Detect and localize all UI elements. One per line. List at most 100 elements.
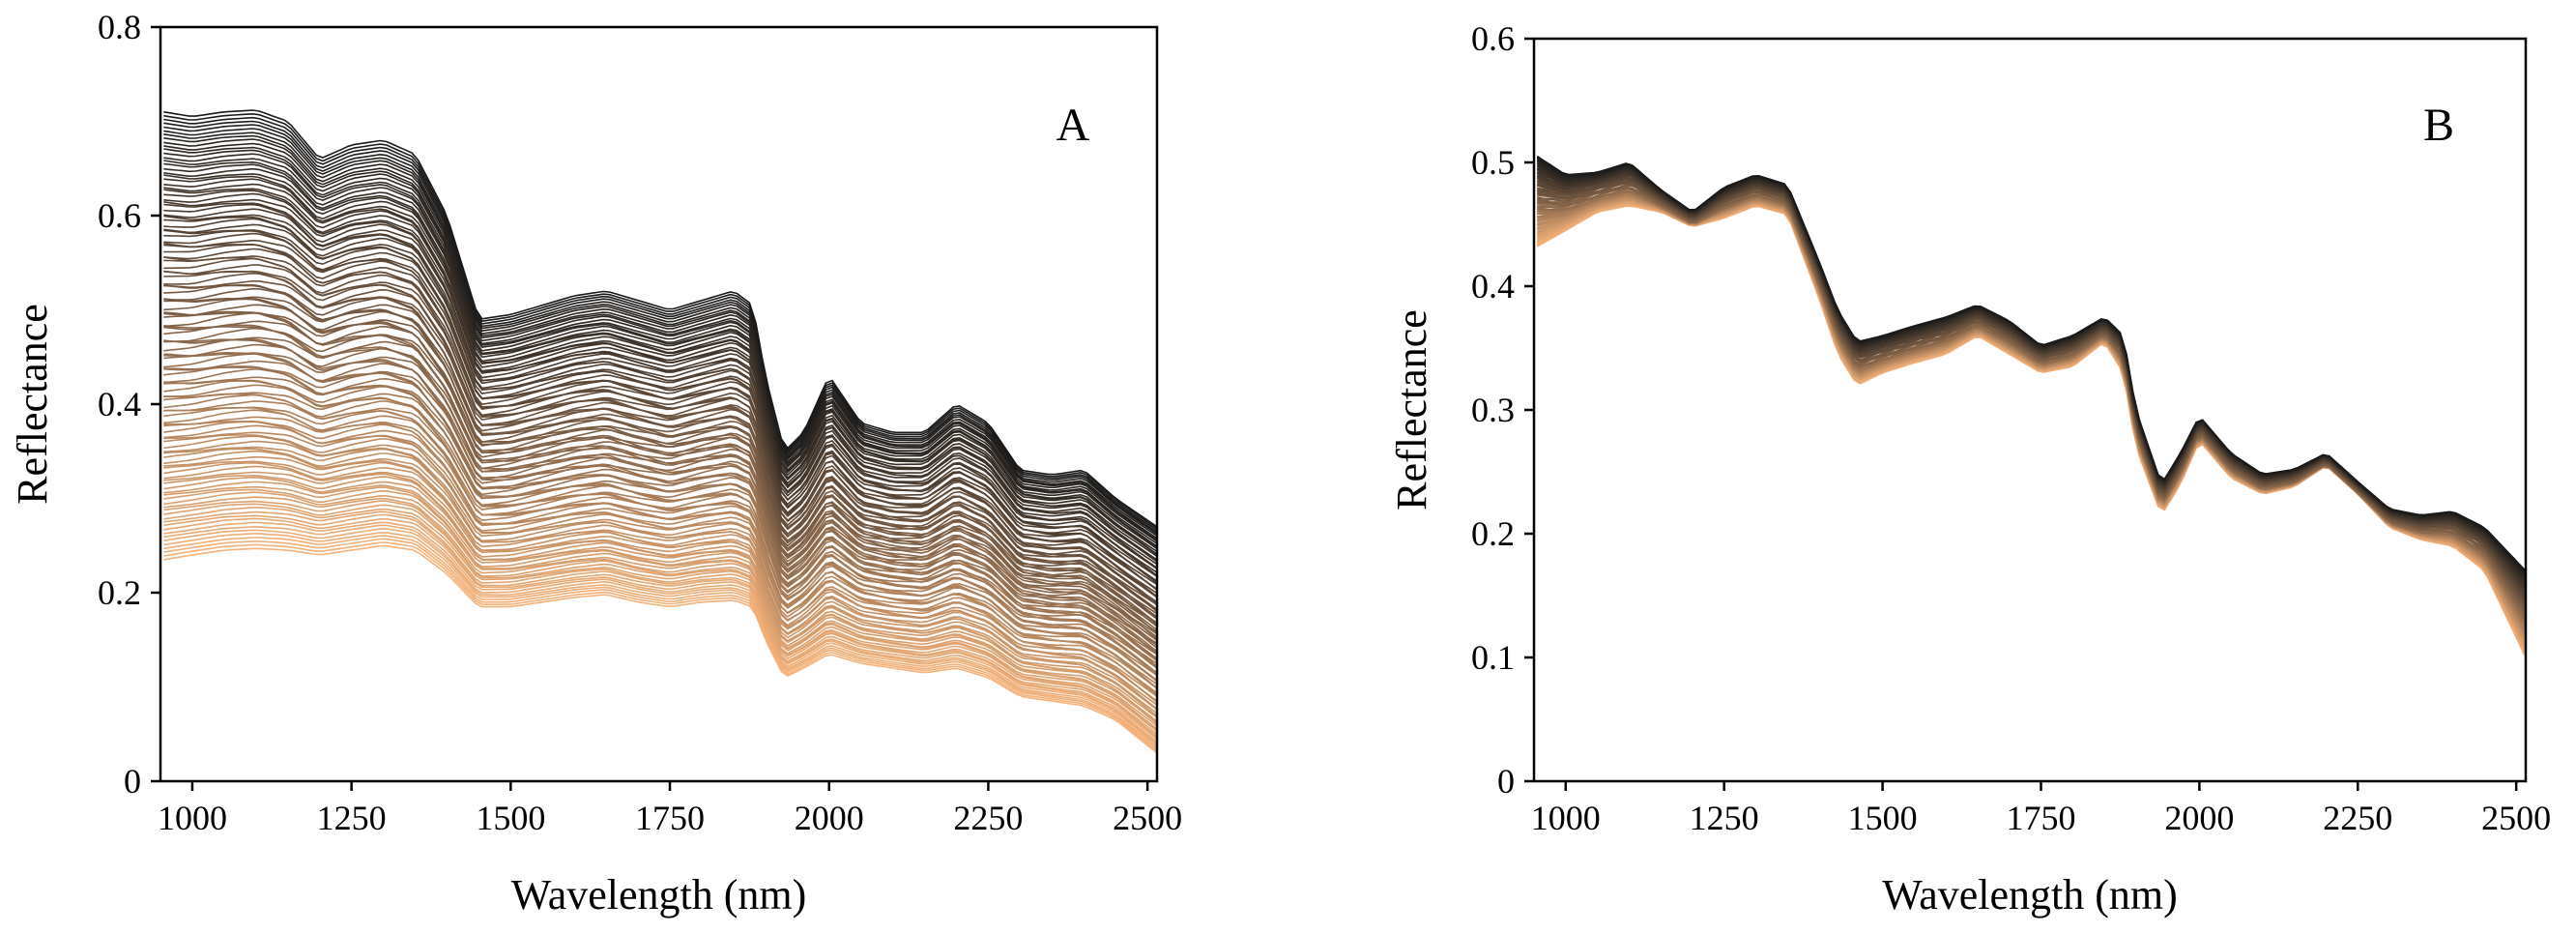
spectrum-line <box>1537 186 2527 624</box>
spectrum-line <box>1537 185 2527 619</box>
spectrum-line <box>163 149 1158 549</box>
spectrum-line <box>1537 174 2527 593</box>
spectrum-line <box>163 124 1158 536</box>
spectrum-line <box>1537 198 2527 645</box>
spectrum-line <box>163 163 1158 556</box>
spectrum-line <box>163 112 1158 530</box>
panel-label-b: B <box>2423 100 2454 151</box>
y-axis-title-a: Reflectance <box>9 304 56 505</box>
spectrum-line <box>163 435 1158 696</box>
y-tick-label: 0.5 <box>1471 143 1515 182</box>
spectrum-line <box>1537 176 2527 598</box>
panel-b: 1000 1250 1500 1750 2000 2250 2500 00.10.20.30… <box>1388 19 2551 918</box>
x-tick-label: 2500 <box>1113 799 1182 837</box>
spectrum-line <box>1537 193 2527 636</box>
spectrum-line <box>1537 190 2527 627</box>
spectrum-line <box>1537 181 2527 604</box>
spectrum-line <box>163 218 1158 583</box>
spectrum-line <box>1537 191 2527 635</box>
spectrum-line <box>1536 166 2527 582</box>
spectrum-line <box>163 528 1158 744</box>
spectrum-line <box>1537 187 2527 623</box>
spectrum-line <box>1537 197 2527 639</box>
spectrum-line <box>1537 197 2527 643</box>
spectrum-line <box>1536 164 2527 583</box>
spectrum-line <box>1536 202 2527 653</box>
y-axis-title-b: Reflectance <box>1388 309 1435 510</box>
panel-a: 1000 1250 1500 1750 2000 2250 2500 00.20.40.60… <box>9 8 1182 918</box>
spectrum-line <box>1537 186 2527 622</box>
spectrum-line <box>1537 169 2527 590</box>
spectrum-line <box>1536 155 2527 571</box>
spectrum-line <box>1537 173 2527 598</box>
y-tick-label: 0.8 <box>98 8 141 46</box>
spectrum-line <box>1536 170 2527 586</box>
spectrum-line <box>163 491 1158 725</box>
spectrum-line <box>1536 203 2527 655</box>
spectrum-line <box>1537 196 2527 636</box>
y-tick-label: 0.6 <box>98 196 141 235</box>
spectrum-line <box>1537 190 2527 633</box>
spectrum-line <box>1537 173 2527 599</box>
spectra-lines-b <box>1536 155 2527 658</box>
spectrum-line <box>163 146 1158 547</box>
spectrum-line <box>163 297 1158 627</box>
spectrum-line <box>1537 181 2527 615</box>
spectrum-line <box>163 394 1158 674</box>
spectrum-line <box>163 521 1158 741</box>
spectrum-line <box>1537 187 2527 626</box>
spectrum-line <box>1537 190 2527 628</box>
spectrum-line <box>1537 177 2527 601</box>
spectrum-line <box>1536 200 2527 650</box>
spectrum-line <box>1537 190 2527 631</box>
spectrum-line <box>163 393 1158 676</box>
spectrum-line <box>163 360 1158 656</box>
spectrum-line <box>1537 183 2527 613</box>
spectrum-line <box>1537 181 2527 616</box>
spectrum-line <box>163 173 1158 561</box>
spectrum-line <box>1537 194 2527 638</box>
spectrum-line <box>1537 184 2527 609</box>
x-tick-label: 1000 <box>1531 799 1601 837</box>
spectrum-line <box>1537 196 2527 644</box>
spectrum-line <box>163 461 1158 711</box>
spectrum-line <box>163 524 1158 743</box>
spectrum-line <box>1537 192 2527 629</box>
spectrum-line <box>163 178 1158 563</box>
spectrum-line <box>163 476 1158 717</box>
x-tick-label: 1500 <box>476 799 545 837</box>
spectrum-line <box>1537 182 2527 617</box>
spectrum-line <box>163 160 1158 555</box>
spectrum-line <box>163 116 1158 532</box>
spectrum-line <box>1537 186 2527 625</box>
spectrum-line <box>1536 169 2527 589</box>
spectrum-line <box>1536 172 2527 590</box>
spectrum-line <box>1536 201 2527 650</box>
spectrum-line <box>1537 178 2527 608</box>
spectrum-line <box>1537 182 2527 610</box>
spectrum-line <box>1537 177 2527 605</box>
spectrum-line <box>163 510 1158 735</box>
x-tick-label: 2250 <box>953 799 1023 837</box>
x-tick-label: 1250 <box>1690 799 1759 837</box>
spectrum-line <box>1537 190 2527 625</box>
y-tick-label: 0.4 <box>98 385 141 423</box>
spectrum-line <box>163 485 1158 722</box>
spectrum-line <box>1537 189 2527 622</box>
spectrum-line <box>1536 202 2527 653</box>
x-tick-label: 1750 <box>635 799 705 837</box>
y-tick-label: 0.2 <box>98 573 141 612</box>
spectrum-line <box>1537 185 2527 612</box>
spectrum-line <box>1537 184 2527 615</box>
spectrum-line <box>163 109 1158 528</box>
spectrum-line <box>1536 203 2527 656</box>
spectrum-line <box>1537 173 2527 595</box>
spectrum-line <box>1537 193 2527 631</box>
spectrum-line <box>163 324 1158 640</box>
spectrum-line <box>1536 167 2527 584</box>
x-tick-label: 1750 <box>2006 799 2075 837</box>
spectrum-line <box>1537 177 2527 606</box>
spectrum-line <box>1537 174 2527 597</box>
spectrum-line <box>1537 190 2527 630</box>
